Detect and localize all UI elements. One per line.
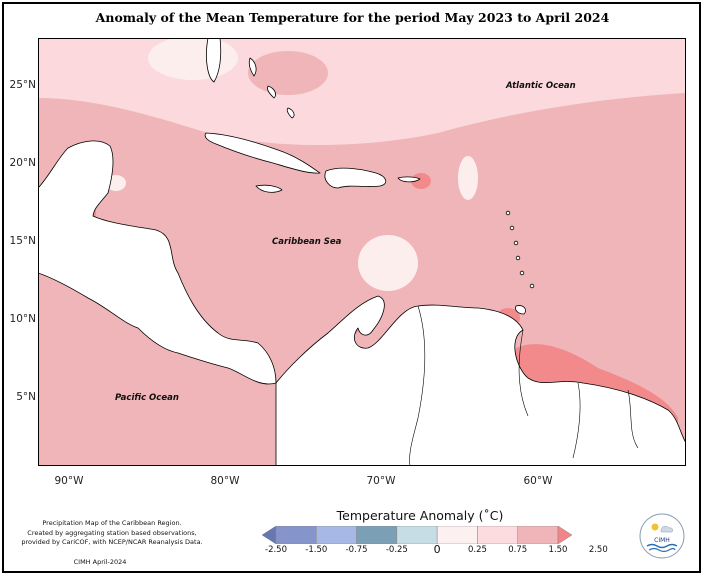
legend-tick-label: 0 <box>433 543 441 556</box>
lon-label-60: 60°W <box>523 475 553 487</box>
land-bahamas-3 <box>286 107 295 119</box>
land-florida <box>206 38 222 83</box>
map-border <box>38 38 686 466</box>
wave-icon <box>646 543 678 549</box>
cimh-logo: CIMH <box>639 513 685 559</box>
legend-tick-label: -0.25 <box>385 545 408 555</box>
credits-line-3: provided by CariCOF, with NCEP/NCAR Rean… <box>21 538 203 546</box>
legend-swatch-0 <box>262 526 277 544</box>
label-atlantic-ocean: Atlantic Ocean <box>506 81 576 91</box>
anomaly-map <box>38 38 686 466</box>
country-borders <box>409 305 639 466</box>
land-antilles-5 <box>519 270 525 276</box>
land-antilles-3 <box>513 240 519 246</box>
anomaly-zone-near-zero-east <box>458 156 478 200</box>
land-bahamas-2 <box>267 85 276 99</box>
anomaly-zone-near-zero-florida <box>148 38 238 80</box>
lon-label-70: 70°W <box>366 475 396 487</box>
cloud-icon <box>660 526 674 533</box>
logo-text: CIMH <box>654 537 670 544</box>
label-caribbean-sea: Caribbean Sea <box>272 237 342 247</box>
anomaly-zone-light-nw <box>38 38 169 92</box>
land-jamaica <box>255 184 283 193</box>
anomaly-zone-bahamas <box>248 51 328 95</box>
legend-swatch-7 <box>517 526 559 544</box>
lat-label-25: 25°N <box>9 79 36 91</box>
legend-tick-label: 2.50 <box>588 545 608 555</box>
land-antilles-1 <box>505 210 511 216</box>
lat-label-20: 20°N <box>9 157 36 169</box>
land-cuba <box>204 132 321 174</box>
legend-tick-label: -1.50 <box>305 545 328 555</box>
land-bahamas-1 <box>248 57 257 77</box>
legend-swatch-5 <box>436 526 478 544</box>
credits-footer: CIMH April-2024 <box>73 558 127 566</box>
border-venezuela-guyana <box>518 329 529 417</box>
legend-title: Temperature Anomaly (˚C) <box>336 508 504 523</box>
legend-tick-label: -2.50 <box>265 545 287 555</box>
land-hispaniola <box>324 167 387 189</box>
border-venezuela-colombia <box>409 305 426 466</box>
legend-tick-label: -0.75 <box>345 545 368 555</box>
credits-line-1: Precipitation Map of the Caribbean Regio… <box>42 519 182 527</box>
legend-swatch-4 <box>396 526 438 544</box>
anomaly-zone-strong-pr <box>411 173 431 189</box>
sun-icon <box>651 523 659 531</box>
anomaly-zone-near-zero-central <box>358 235 418 291</box>
map-title: Anomaly of the Mean Temperature for the … <box>95 10 610 25</box>
wave-icon-2 <box>648 547 676 553</box>
land-antilles-2 <box>509 225 515 231</box>
lon-label-80: 80°W <box>210 475 240 487</box>
credits-block: Precipitation Map of the Caribbean Regio… <box>8 519 216 548</box>
land-antilles-6 <box>529 283 535 289</box>
logo-ring <box>639 513 685 559</box>
label-pacific-ocean: Pacific Ocean <box>115 393 179 403</box>
legend-swatch-6 <box>477 526 518 544</box>
legend-tick-label: 0.75 <box>508 545 528 555</box>
legend-swatch-8 <box>557 526 572 544</box>
legend-swatch-2 <box>316 526 357 544</box>
lon-label-90: 90°W <box>54 475 84 487</box>
land-south-america <box>275 295 686 466</box>
land-puerto-rico <box>397 176 421 183</box>
legend-colorbar <box>262 526 572 544</box>
land-central-america <box>38 140 277 385</box>
land-antilles-4 <box>515 255 521 261</box>
land-masses <box>38 38 686 466</box>
credits-line-2: Created by aggregating station based obs… <box>27 528 197 537</box>
border-guyana-suriname <box>572 382 581 459</box>
map-svg <box>38 38 686 466</box>
legend-swatch-1 <box>275 526 317 544</box>
legend-swatch-3 <box>356 526 398 544</box>
lat-label-5: 5°N <box>16 391 36 403</box>
land-trinidad <box>515 305 526 315</box>
lat-label-10: 10°N <box>9 313 36 325</box>
legend-tick-label: 1.50 <box>548 545 568 555</box>
border-suriname-guiana <box>627 389 639 449</box>
legend-tick-label: 0.25 <box>467 545 487 555</box>
lat-label-15: 15°N <box>9 235 36 247</box>
